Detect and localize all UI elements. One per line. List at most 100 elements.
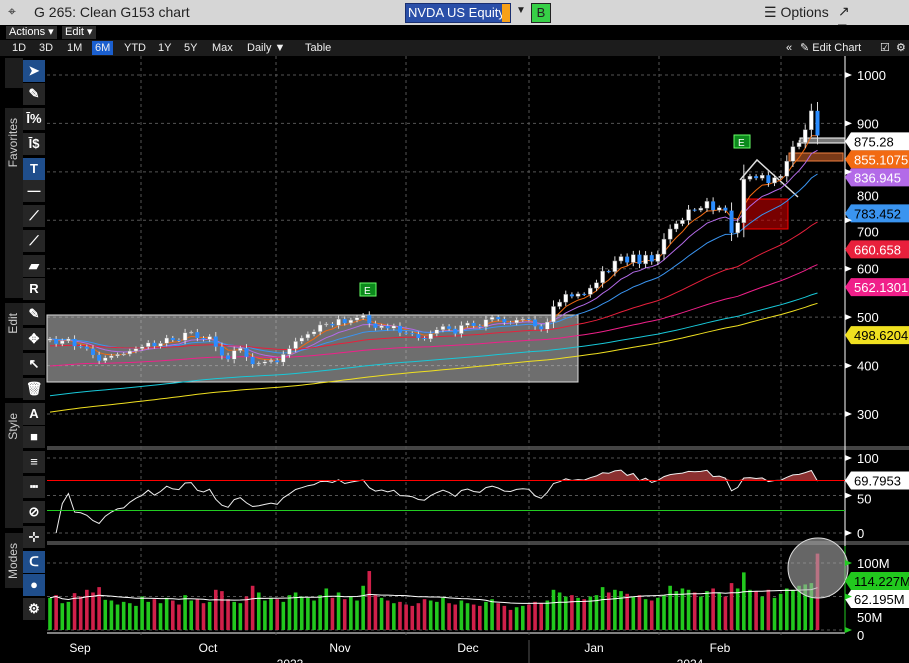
ma10-label-bg — [845, 168, 909, 187]
pen-icon[interactable]: ✎ — [23, 83, 45, 105]
period-max[interactable]: Max — [212, 42, 233, 54]
candle — [250, 356, 255, 365]
candle — [631, 254, 636, 263]
text-icon[interactable]: T — [23, 158, 45, 180]
ray-line-icon[interactable]: ⟋ — [23, 230, 45, 252]
candle — [60, 340, 65, 345]
candle — [324, 323, 329, 326]
edit-chart-button[interactable]: ✎ Edit Chart — [800, 42, 862, 54]
period-1m[interactable]: 1M — [67, 42, 83, 54]
volume-bar — [244, 596, 249, 630]
candle — [508, 322, 513, 324]
period-3d[interactable]: 3D — [39, 42, 54, 54]
period-6m[interactable]: 6M — [92, 41, 114, 55]
volume-bar — [293, 592, 298, 630]
volume-bar — [392, 603, 396, 630]
volume-bar — [361, 585, 365, 630]
candle — [625, 256, 630, 263]
actions-menu[interactable]: Actions ▾ — [6, 26, 57, 39]
period-ytd[interactable]: YTD — [124, 42, 146, 54]
tick-arrow — [845, 314, 852, 321]
checkbox-icon[interactable]: ☑ — [880, 42, 890, 54]
last-price-label-bg — [845, 132, 909, 151]
volume-bar — [729, 583, 734, 630]
color-icon[interactable]: ■ — [23, 426, 45, 448]
candle — [790, 146, 796, 162]
options-button[interactable]: ☰ Options — [764, 4, 829, 20]
moving-average-line — [49, 221, 818, 350]
settings-icon[interactable]: ⚙ — [23, 598, 45, 620]
volume-bar — [91, 592, 95, 630]
volume-bar — [250, 585, 255, 630]
ticker-input[interactable]: NVDA US Equity — [405, 3, 511, 23]
candle — [72, 338, 77, 347]
percent-level-icon[interactable]: Ī% — [23, 108, 45, 130]
volume-bar — [355, 600, 359, 630]
R-list-icon[interactable]: R — [23, 278, 45, 300]
volume-bar — [496, 603, 501, 630]
period-1d[interactable]: 1D — [12, 42, 27, 54]
moving-average-line — [49, 264, 818, 367]
candle — [54, 338, 59, 344]
pin-icon[interactable]: ⌖ — [8, 3, 16, 19]
frequency-dropdown[interactable]: Daily ▼ — [247, 42, 286, 54]
candle — [594, 282, 599, 289]
period-5y[interactable]: 5Y — [184, 42, 198, 54]
candle — [90, 348, 95, 355]
volume-last-label-bg — [845, 572, 909, 590]
trend-line-icon[interactable]: ⟋ — [23, 205, 45, 227]
delete-icon[interactable]: 🗑 — [23, 378, 45, 400]
snap-icon[interactable]: ⊹ — [23, 526, 45, 548]
lasso-icon[interactable]: ⊘ — [23, 501, 45, 523]
candle — [796, 142, 802, 147]
volume-bar — [441, 597, 445, 630]
volume-bar — [533, 601, 537, 630]
b-button[interactable]: B — [531, 3, 551, 23]
rectangle-annotation — [46, 314, 579, 383]
candle — [686, 209, 691, 221]
edit-menu[interactable]: Edit ▾ — [62, 26, 96, 39]
line-style-icon[interactable]: ┅ — [23, 476, 45, 498]
candle — [84, 346, 89, 349]
select-arrow-icon[interactable]: ➤ — [23, 60, 45, 82]
volume-bar — [520, 605, 525, 630]
volume-bar — [582, 599, 586, 630]
move-icon[interactable]: ✥ — [23, 328, 45, 350]
volume-bar — [619, 591, 623, 630]
candle — [477, 325, 482, 327]
volume-bar — [502, 605, 507, 630]
volume-bar — [404, 604, 408, 630]
volume-bar — [128, 603, 132, 630]
price-chart[interactable]: EE1000900875.28855.1075836.945800783.452… — [0, 56, 909, 663]
candle — [231, 350, 237, 360]
horizontal-line-icon[interactable]: — — [23, 180, 45, 202]
draw-icon[interactable]: ✎ — [23, 303, 45, 325]
line-weight-icon[interactable]: ≡ — [23, 451, 45, 473]
ticker-dropdown-icon[interactable]: ▼ — [516, 5, 526, 16]
earnings-marker — [733, 134, 751, 149]
table-button[interactable]: Table — [305, 42, 332, 54]
period-1y[interactable]: 1Y — [158, 42, 172, 54]
volume-avg-label: 62.195M — [854, 592, 905, 607]
font-icon[interactable]: A — [23, 403, 45, 425]
candle — [213, 336, 218, 347]
gear-icon[interactable]: ⚙ — [896, 42, 906, 54]
month-label: Feb — [710, 641, 731, 655]
candle — [520, 318, 526, 321]
candle — [741, 178, 747, 223]
channel-icon[interactable]: ▰ — [23, 255, 45, 277]
volume-bar — [140, 596, 144, 630]
collapse-icon[interactable]: « — [786, 42, 793, 54]
candle — [354, 317, 360, 321]
volume-bar — [349, 596, 353, 630]
volume-bar — [478, 605, 482, 630]
magnet-icon[interactable]: ᑕ — [23, 551, 45, 573]
candle — [545, 321, 550, 330]
add-point-icon[interactable]: ↖ — [23, 353, 45, 375]
price-tick-label: 700 — [857, 224, 879, 239]
volume-bar — [539, 603, 543, 630]
dollar-level-icon[interactable]: Ī$ — [23, 133, 45, 155]
candle — [133, 348, 139, 352]
colors-icon[interactable]: ● — [23, 574, 45, 596]
volume-bar — [103, 599, 108, 630]
